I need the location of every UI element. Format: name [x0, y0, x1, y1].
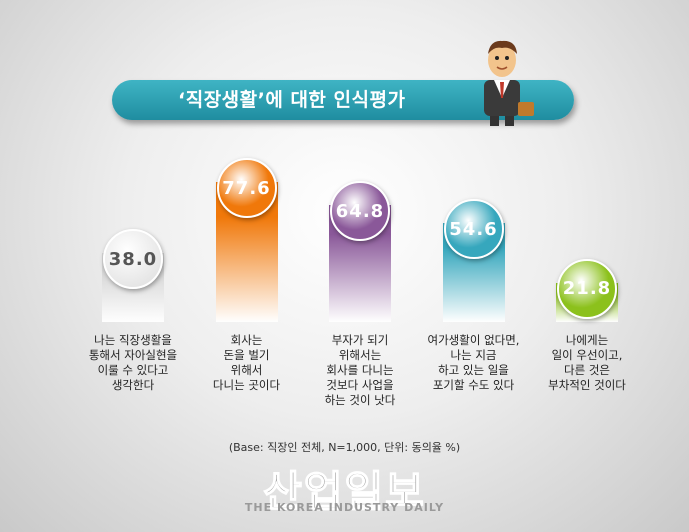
- watermark-subtitle: THE KOREA INDUSTRY DAILY: [244, 501, 445, 514]
- value-label: 38.0: [103, 229, 163, 290]
- note: (Base: 직장인 전체, N=1,000, 단위: 동의율 %): [228, 441, 461, 454]
- value-label: 54.6: [443, 199, 504, 260]
- category-label: 여가생활이 없다면, 나는 지금 하고 있는 일을 포기할 수도 있다: [427, 333, 520, 392]
- category-label: 부자가 되기 위해서는 회사를 다니는 것보다 사업을 하는 것이 낫다: [324, 333, 396, 407]
- category-label: 나에게는 일이 우선이고, 다른 것은 부차적인 것이다: [548, 333, 626, 392]
- value-label: 77.6: [216, 158, 277, 218]
- value-label: 64.8: [330, 181, 390, 242]
- category-label: 나는 직장생활을 통해서 자아실현을 이룰 수 있다고 생각한다: [88, 333, 178, 392]
- businessman-icon: [484, 40, 534, 126]
- watermark: 산업일보: [262, 466, 426, 517]
- value-label: 21.8: [557, 258, 617, 319]
- category-label: 회사는 돈을 벌기 위해서 다니는 곳이다: [212, 333, 281, 392]
- chart-title: ‘직장생활’에 대한 인식평가: [178, 89, 406, 111]
